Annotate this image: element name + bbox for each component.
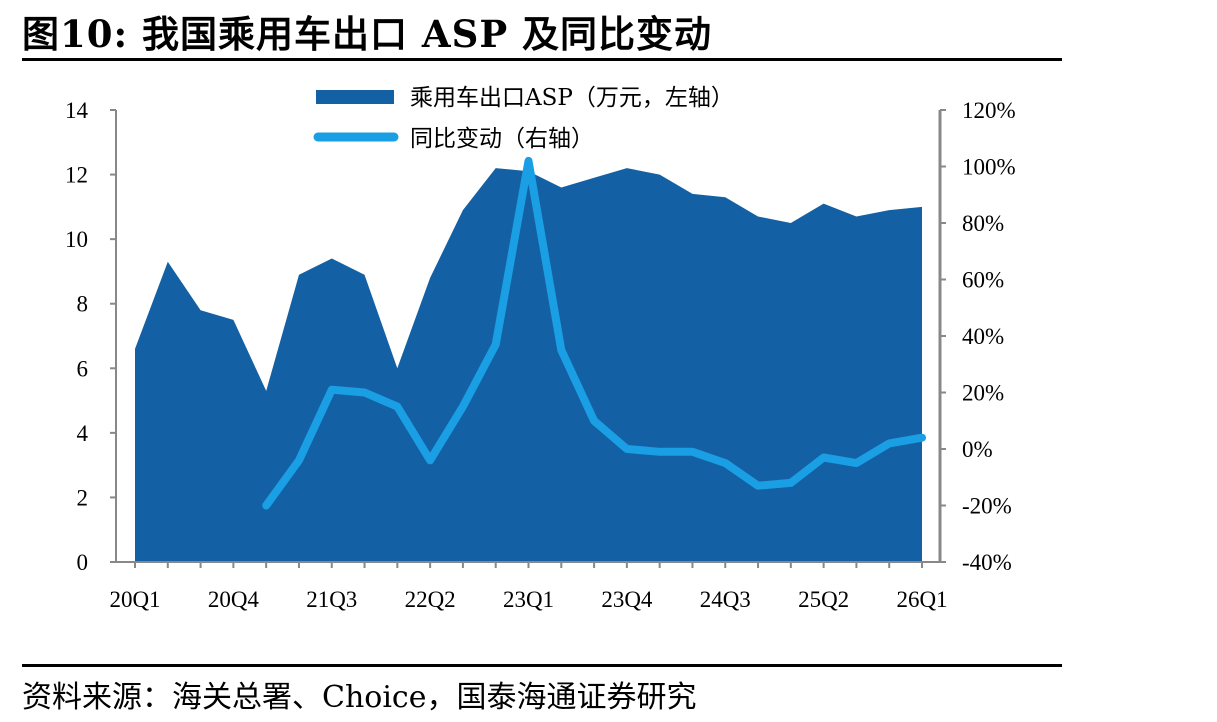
title-rule xyxy=(22,58,1062,61)
right-tick-label: 40% xyxy=(962,324,1004,349)
x-tick-label: 24Q3 xyxy=(700,587,751,612)
axis-layer: 0 2 4 6 8 10 12 14 -40% -20% 0% 20% 40% 60% 80% 100% 120… xyxy=(65,98,1016,612)
right-tick-label: 80% xyxy=(962,211,1004,236)
yoy-line xyxy=(262,156,926,510)
x-tick-label: 21Q3 xyxy=(306,587,357,612)
legend-area-swatch xyxy=(316,90,394,104)
right-tick-label: 100% xyxy=(962,155,1016,180)
line-layer xyxy=(262,156,926,510)
right-tick-label: 20% xyxy=(962,381,1004,406)
left-tick-label: 0 xyxy=(77,550,89,575)
left-tick-label: 14 xyxy=(65,98,89,123)
x-tick-label: 20Q1 xyxy=(109,587,160,612)
x-tick-label: 25Q2 xyxy=(798,587,849,612)
right-tick-label: 120% xyxy=(962,98,1016,123)
left-tick-label: 8 xyxy=(77,292,89,317)
right-tick-label: -20% xyxy=(962,494,1012,519)
x-tick-label: 26Q1 xyxy=(896,587,947,612)
left-tick-label: 4 xyxy=(77,421,89,446)
x-tick-label: 23Q4 xyxy=(601,587,653,612)
source-note: 资料来源：海关总署、Choice，国泰海通证券研究 xyxy=(22,680,697,715)
asp-area xyxy=(135,168,922,562)
source-rule xyxy=(22,664,1062,667)
legend-line-label: 同比变动（右轴） xyxy=(410,126,594,152)
asp-chart: 0 2 4 6 8 10 12 14 -40% -20% 0% 20% 40% 60% 80% 100% 120… xyxy=(65,85,1016,612)
x-tick-label: 23Q1 xyxy=(503,587,554,612)
legend-area-label: 乘用车出口ASP（万元，左轴） xyxy=(410,85,734,111)
page-title: 图10: 我国乘用车出口 ASP 及同比变动 xyxy=(22,12,713,56)
x-tick-label: 22Q2 xyxy=(405,587,456,612)
left-tick-label: 2 xyxy=(77,485,89,510)
legend: 乘用车出口ASP（万元，左轴） 同比变动（右轴） xyxy=(313,85,734,152)
left-tick-label: 10 xyxy=(65,227,88,252)
left-tick-label: 6 xyxy=(77,356,89,381)
area-layer xyxy=(135,168,922,562)
x-tick-label: 20Q4 xyxy=(208,587,260,612)
right-tick-label: 0% xyxy=(962,437,993,462)
right-tick-label: 60% xyxy=(962,268,1004,293)
left-tick-label: 12 xyxy=(65,163,88,188)
right-tick-label: -40% xyxy=(962,550,1012,575)
